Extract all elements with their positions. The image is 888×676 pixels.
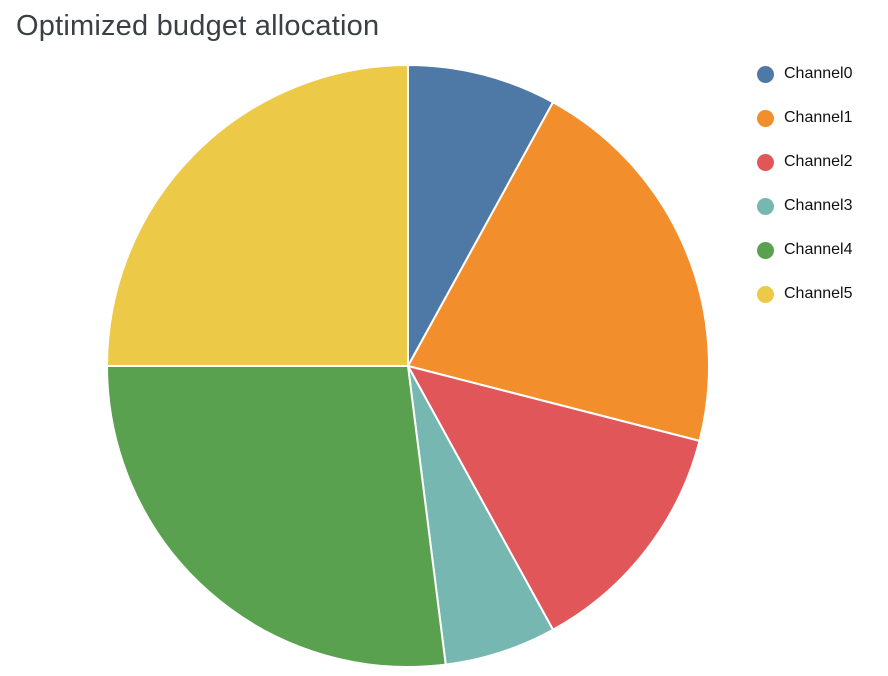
legend-label: Channel5: [784, 285, 853, 302]
legend-label: Channel0: [784, 65, 853, 82]
legend-swatch-icon: [757, 109, 774, 127]
pie-slice-channel2[interactable]: [407, 365, 701, 631]
pie-slice-channel5[interactable]: [106, 64, 409, 367]
legend-swatch-icon: [757, 241, 774, 259]
legend-item-channel1[interactable]: Channel1: [757, 108, 853, 128]
legend-item-channel5[interactable]: Channel5: [757, 284, 853, 304]
legend-item-channel3[interactable]: Channel3: [757, 196, 853, 216]
pie-slice-channel1[interactable]: [407, 101, 710, 442]
legend-label: Channel3: [784, 197, 853, 214]
chart-title: Optimized budget allocation: [16, 10, 380, 42]
legend-item-channel2[interactable]: Channel2: [757, 152, 853, 172]
legend-label: Channel2: [784, 153, 853, 170]
legend-item-channel0[interactable]: Channel0: [757, 64, 853, 84]
legend-label: Channel1: [784, 109, 853, 126]
pie-slice-channel0[interactable]: [407, 64, 555, 367]
legend-label: Channel4: [784, 241, 853, 258]
legend-swatch-icon: [757, 65, 774, 83]
legend-swatch-icon: [757, 197, 774, 215]
legend-swatch-icon: [757, 285, 774, 303]
pie-slice-channel4[interactable]: [106, 365, 447, 668]
chart-legend: Channel0 Channel1 Channel2 Channel3 Channel4…: [757, 64, 853, 328]
legend-item-channel4[interactable]: Channel4: [757, 240, 853, 260]
legend-swatch-icon: [757, 153, 774, 171]
